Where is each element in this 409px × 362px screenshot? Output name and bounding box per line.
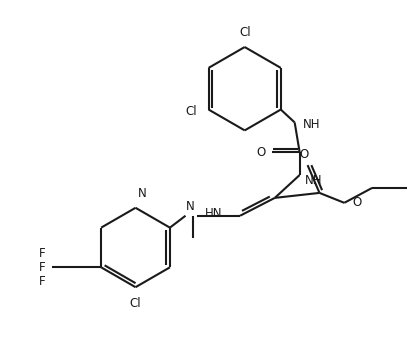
Text: F: F: [39, 247, 45, 260]
Text: NH: NH: [304, 173, 321, 186]
Text: N: N: [186, 200, 194, 213]
Text: N: N: [137, 187, 146, 200]
Text: NH: NH: [302, 118, 319, 131]
Text: F: F: [39, 275, 45, 288]
Text: Cl: Cl: [238, 26, 250, 39]
Text: O: O: [256, 146, 265, 159]
Text: O: O: [351, 196, 361, 209]
Text: HN: HN: [204, 207, 222, 220]
Text: Cl: Cl: [129, 297, 141, 310]
Text: Cl: Cl: [184, 105, 196, 118]
Text: O: O: [298, 148, 308, 161]
Text: F: F: [39, 261, 45, 274]
